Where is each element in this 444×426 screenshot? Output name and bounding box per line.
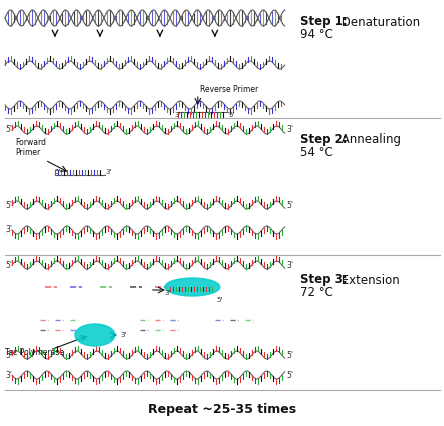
Text: 3': 3' bbox=[121, 332, 127, 338]
Text: 5': 5' bbox=[287, 351, 294, 360]
Text: Repeat ~25-35 times: Repeat ~25-35 times bbox=[148, 403, 296, 417]
Text: Step 2:: Step 2: bbox=[300, 133, 347, 147]
Text: Step 3:: Step 3: bbox=[300, 273, 347, 287]
Text: 5': 5' bbox=[5, 261, 12, 270]
Ellipse shape bbox=[165, 278, 220, 296]
Text: Forward
Primer: Forward Primer bbox=[15, 138, 46, 157]
Text: Tac Polymerase: Tac Polymerase bbox=[5, 348, 64, 357]
Text: Annealing: Annealing bbox=[338, 133, 401, 147]
Text: 5': 5' bbox=[5, 201, 12, 210]
Text: 5': 5' bbox=[5, 351, 12, 360]
Text: Extension: Extension bbox=[338, 273, 400, 287]
Text: 3': 3' bbox=[175, 112, 181, 118]
Text: 3': 3' bbox=[5, 225, 12, 234]
Text: 54 °C: 54 °C bbox=[300, 146, 333, 158]
Text: Step 1:: Step 1: bbox=[300, 15, 347, 29]
Text: 5': 5' bbox=[287, 371, 294, 380]
Text: Reverse Primer: Reverse Primer bbox=[200, 85, 258, 94]
Text: 5': 5' bbox=[217, 297, 223, 303]
Text: Denaturation: Denaturation bbox=[338, 15, 420, 29]
Text: 3': 3' bbox=[287, 126, 294, 135]
Text: 5': 5' bbox=[5, 126, 12, 135]
Text: 3': 3' bbox=[287, 261, 294, 270]
Text: 3': 3' bbox=[165, 290, 171, 296]
Text: 72 °C: 72 °C bbox=[300, 287, 333, 299]
Text: 94 °C: 94 °C bbox=[300, 28, 333, 40]
Text: 3': 3' bbox=[106, 169, 112, 175]
Ellipse shape bbox=[75, 324, 115, 346]
Text: 5': 5' bbox=[55, 169, 61, 175]
Text: 5': 5' bbox=[287, 201, 294, 210]
Text: 5': 5' bbox=[229, 112, 235, 118]
Text: 3': 3' bbox=[5, 371, 12, 380]
